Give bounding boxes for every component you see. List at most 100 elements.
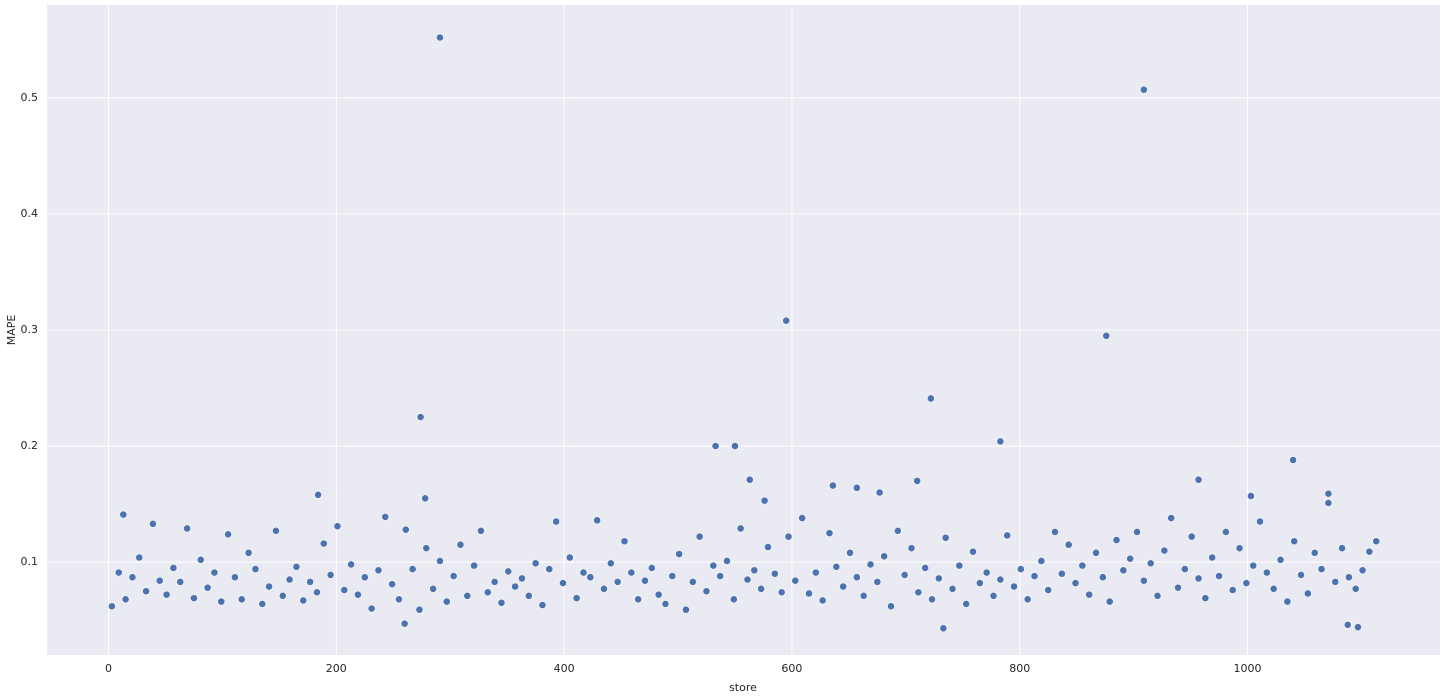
point xyxy=(859,591,868,600)
point xyxy=(1085,590,1094,599)
point xyxy=(367,604,376,613)
point xyxy=(791,576,800,585)
point xyxy=(941,533,950,542)
point xyxy=(1365,547,1374,556)
point xyxy=(782,316,791,325)
point xyxy=(1249,561,1258,570)
point xyxy=(620,537,629,546)
point xyxy=(456,540,465,549)
point xyxy=(374,566,383,575)
point xyxy=(627,568,636,577)
point xyxy=(251,565,260,574)
point xyxy=(654,590,663,599)
point xyxy=(1023,595,1032,604)
point xyxy=(422,544,431,553)
point xyxy=(231,573,239,582)
point xyxy=(565,553,574,562)
point xyxy=(975,579,984,587)
point xyxy=(1098,573,1107,582)
point xyxy=(711,442,720,450)
point xyxy=(1256,517,1264,526)
point xyxy=(1146,559,1155,568)
point xyxy=(811,568,820,577)
point xyxy=(1247,492,1255,500)
point xyxy=(1187,532,1196,541)
point xyxy=(928,595,936,604)
point xyxy=(873,577,882,586)
point xyxy=(203,583,212,592)
point xyxy=(1139,576,1148,585)
point xyxy=(333,522,342,531)
point xyxy=(183,524,191,533)
point xyxy=(1194,475,1203,484)
point xyxy=(1310,548,1319,557)
point xyxy=(736,524,745,533)
point xyxy=(128,573,137,582)
point xyxy=(613,577,622,586)
point xyxy=(839,582,848,591)
point xyxy=(381,512,390,521)
point xyxy=(401,525,410,534)
point xyxy=(121,595,130,604)
point xyxy=(162,590,171,599)
point xyxy=(695,532,704,541)
point xyxy=(1354,623,1362,632)
point xyxy=(217,597,226,606)
point xyxy=(436,33,444,42)
point xyxy=(1283,597,1292,606)
point xyxy=(1290,537,1299,546)
point xyxy=(436,557,444,565)
point xyxy=(490,577,499,586)
point xyxy=(1331,577,1340,586)
point xyxy=(572,594,581,603)
point xyxy=(504,567,513,576)
point xyxy=(545,565,554,574)
point xyxy=(745,475,754,484)
point xyxy=(875,488,884,497)
x-tick-label: 400 xyxy=(554,662,575,675)
point xyxy=(764,543,772,551)
point xyxy=(1064,540,1073,549)
point xyxy=(155,576,164,585)
point xyxy=(996,575,1005,584)
point xyxy=(1153,591,1162,600)
point xyxy=(750,566,759,575)
point xyxy=(702,587,711,596)
point xyxy=(415,605,424,614)
point xyxy=(1030,572,1039,580)
point xyxy=(108,602,116,611)
point xyxy=(989,591,998,600)
point xyxy=(926,394,935,403)
y-tick-label: 0.3 xyxy=(21,323,39,336)
point xyxy=(272,526,280,535)
point xyxy=(1215,572,1223,580)
point xyxy=(784,532,793,541)
point xyxy=(1126,554,1135,563)
point xyxy=(586,573,595,582)
point xyxy=(798,514,807,522)
point xyxy=(224,530,233,539)
point xyxy=(119,510,128,519)
x-tick-label: 600 xyxy=(781,662,802,675)
point xyxy=(1372,537,1381,546)
y-tick-label: 0.1 xyxy=(21,555,39,568)
point xyxy=(1338,544,1346,553)
point xyxy=(1242,579,1251,587)
point xyxy=(1112,536,1121,544)
point xyxy=(1174,583,1182,592)
point xyxy=(939,624,948,633)
point xyxy=(477,526,485,535)
point xyxy=(1003,531,1012,540)
point xyxy=(1119,566,1128,575)
point xyxy=(135,553,144,562)
point xyxy=(760,496,769,505)
point xyxy=(190,594,198,603)
point xyxy=(1303,589,1312,598)
point xyxy=(1262,568,1271,577)
point xyxy=(292,562,301,571)
point xyxy=(278,591,287,600)
point xyxy=(429,584,438,593)
point xyxy=(723,557,731,565)
point xyxy=(265,582,274,591)
point xyxy=(1297,571,1305,579)
